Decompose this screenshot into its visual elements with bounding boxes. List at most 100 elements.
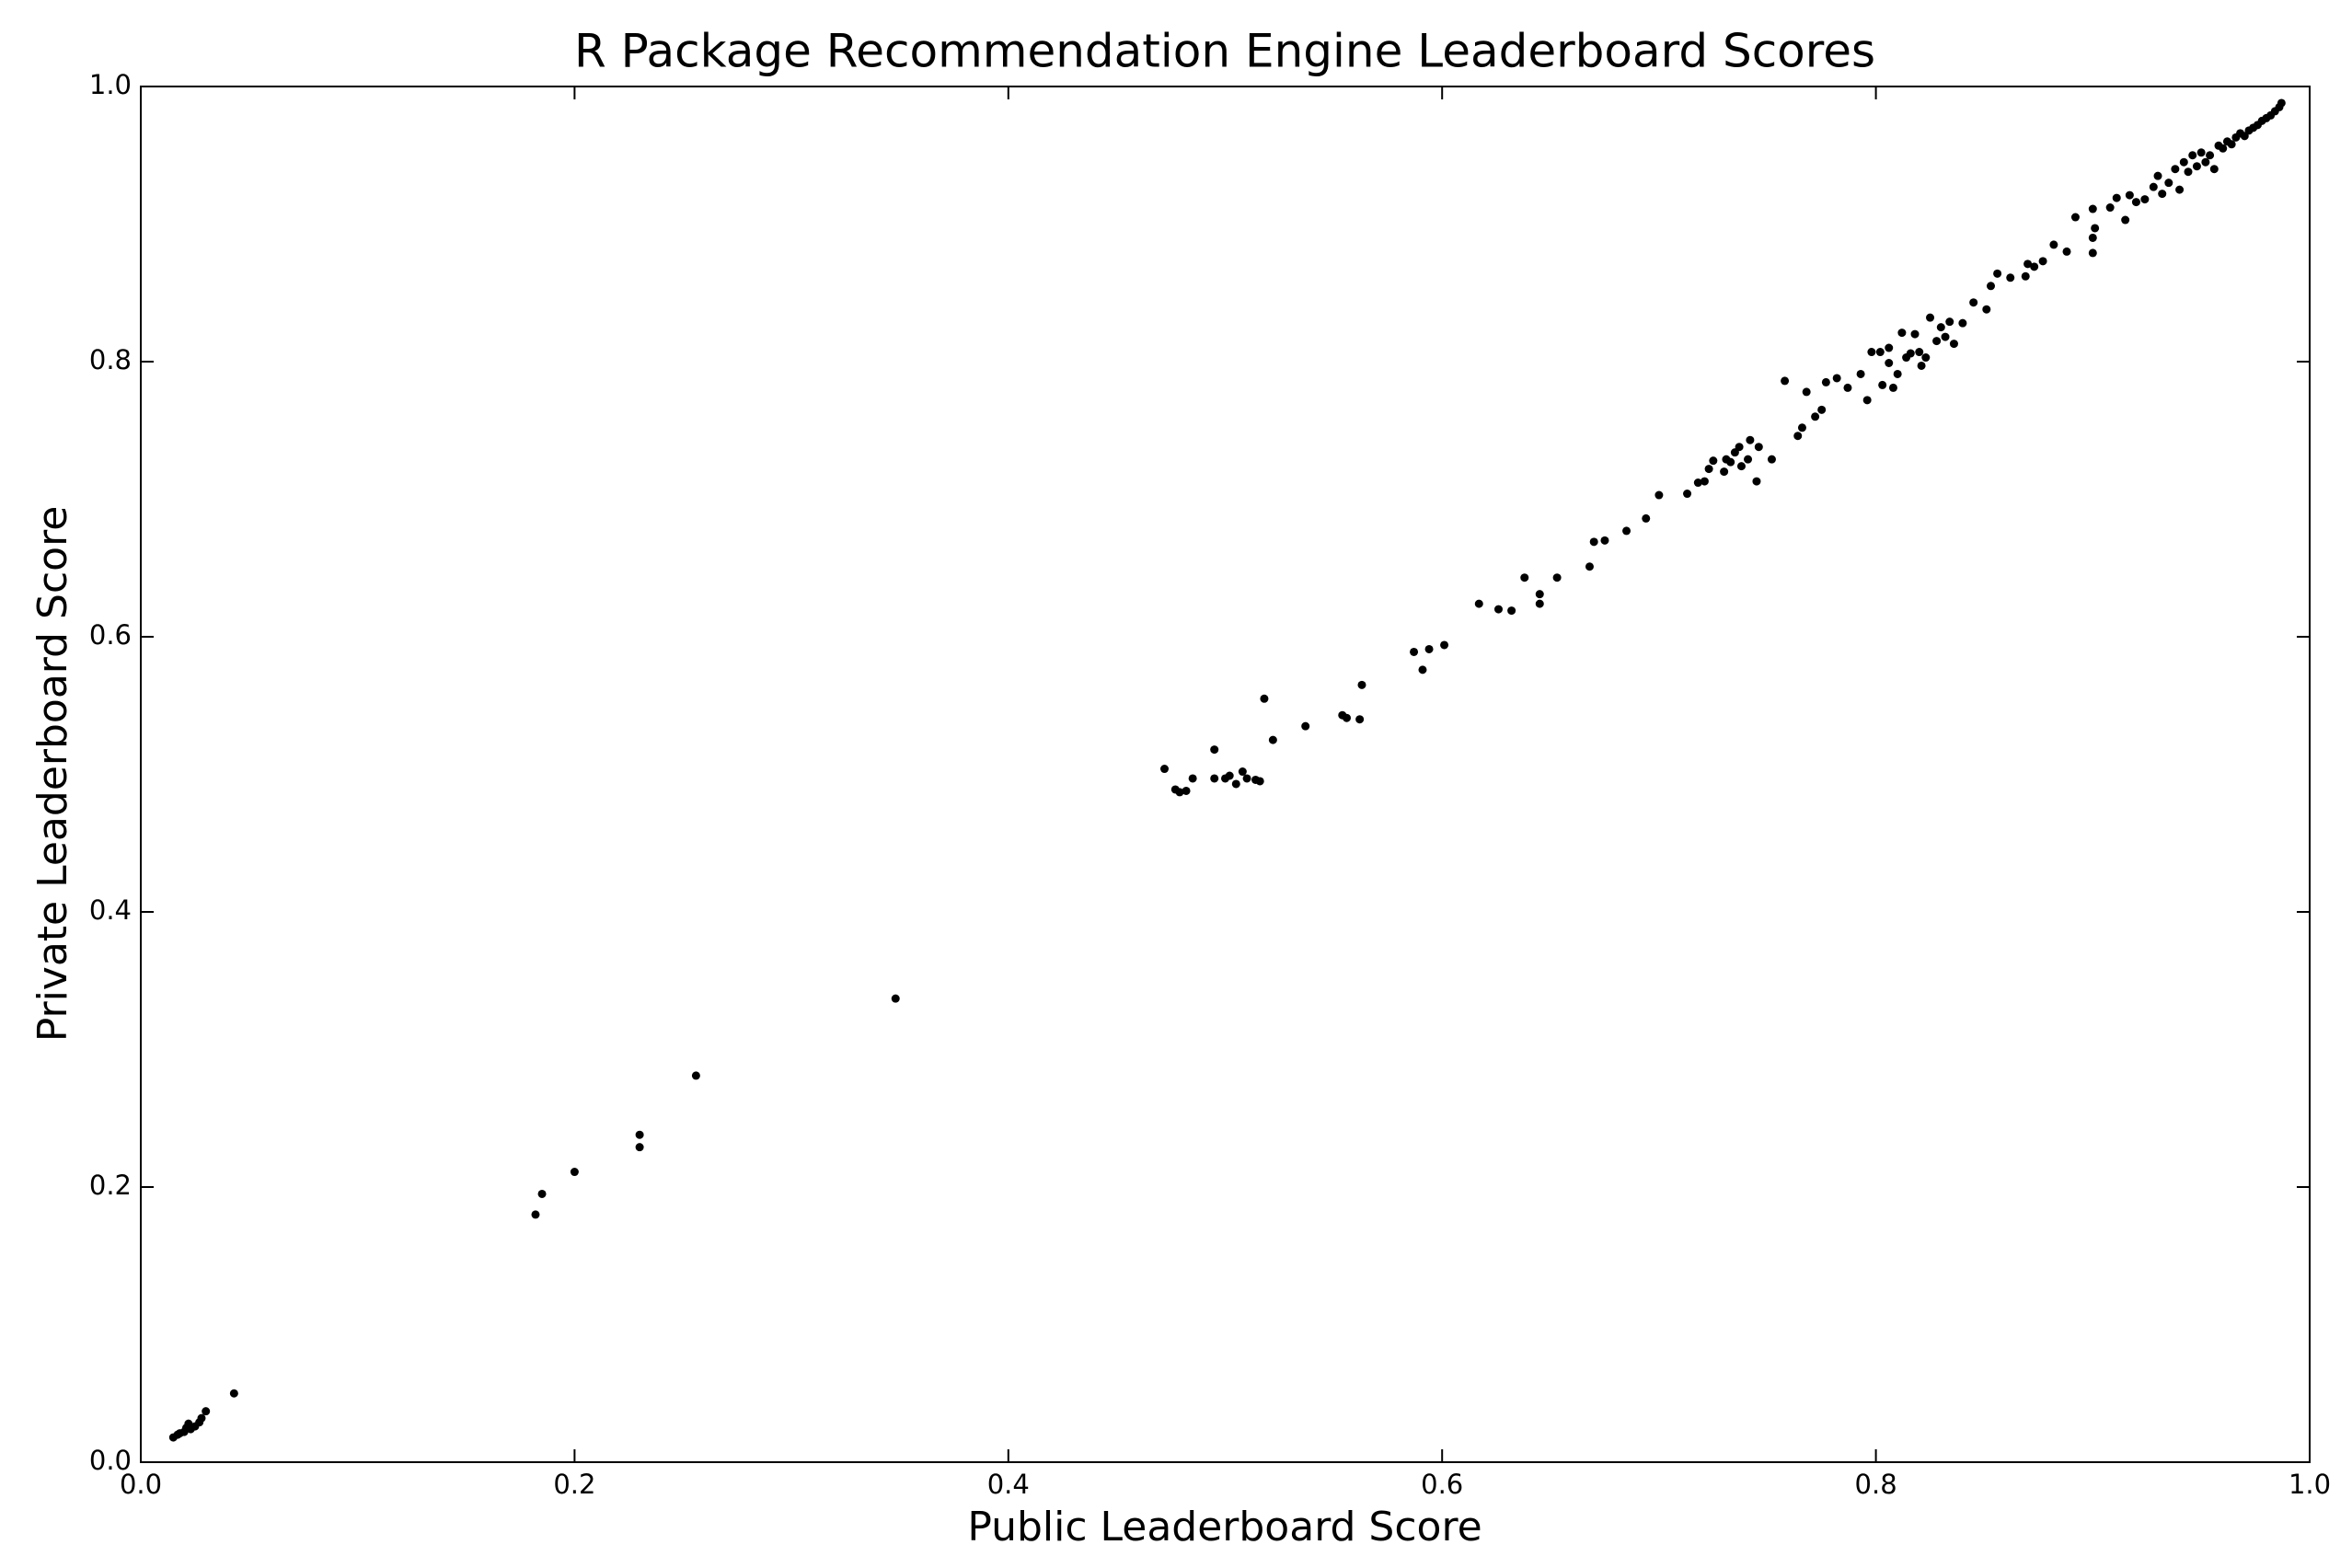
- point: [2062, 247, 2071, 256]
- point: [1817, 405, 1827, 414]
- x-tick-label: 0.2: [553, 1469, 595, 1500]
- x-tick-label: 0.6: [1421, 1469, 1463, 1500]
- point: [1693, 478, 1702, 488]
- y-tick-label: 1.0: [89, 69, 132, 100]
- point: [1210, 774, 1219, 783]
- point: [1735, 443, 1744, 452]
- point: [1535, 599, 1544, 608]
- point: [1268, 735, 1277, 744]
- point: [1622, 526, 1631, 536]
- point: [1255, 777, 1264, 786]
- point: [229, 1389, 238, 1398]
- point: [1781, 376, 1790, 386]
- point: [537, 1189, 547, 1198]
- point: [2049, 240, 2058, 249]
- point: [1410, 647, 1419, 656]
- point: [1700, 477, 1709, 486]
- point: [202, 1407, 211, 1416]
- point: [1357, 680, 1366, 689]
- point: [2088, 233, 2097, 242]
- point: [1910, 329, 1920, 339]
- point: [2121, 215, 2130, 225]
- point: [1720, 467, 1729, 477]
- x-tick-label: 0.4: [987, 1469, 1030, 1500]
- point: [1987, 282, 1996, 291]
- point: [1802, 387, 1811, 397]
- point: [1231, 779, 1240, 789]
- point: [1188, 774, 1197, 783]
- point: [1642, 513, 1651, 523]
- point: [2179, 157, 2188, 167]
- point: [1355, 715, 1365, 724]
- plot-frame: [140, 86, 2311, 1463]
- point: [1767, 455, 1776, 464]
- point: [1945, 317, 1954, 327]
- point: [2153, 171, 2162, 180]
- point: [1856, 369, 1865, 378]
- point: [635, 1143, 644, 1152]
- point: [2192, 162, 2201, 171]
- point: [2171, 165, 2180, 174]
- point: [1589, 537, 1598, 547]
- point: [2131, 198, 2140, 207]
- point: [2125, 190, 2134, 200]
- point: [1821, 377, 1830, 386]
- point: [1811, 412, 1820, 421]
- point: [1182, 786, 1191, 795]
- point: [197, 1413, 206, 1423]
- point: [2196, 148, 2206, 157]
- point: [1242, 774, 1251, 783]
- point: [2188, 151, 2197, 160]
- point: [1893, 369, 1902, 378]
- point: [635, 1130, 644, 1139]
- point: [1260, 694, 1269, 703]
- point: [1520, 573, 1529, 582]
- point: [1754, 443, 1763, 452]
- point: [2184, 167, 2193, 177]
- point: [1793, 432, 1803, 441]
- point: [2091, 224, 2100, 233]
- point: [1885, 358, 1894, 367]
- point: [1926, 313, 1935, 322]
- x-tick-label: 0.8: [1855, 1469, 1897, 1500]
- point: [2112, 193, 2121, 202]
- point: [2088, 204, 2097, 213]
- y-tick-label: 0.0: [89, 1445, 132, 1476]
- point: [891, 994, 900, 1003]
- point: [1982, 305, 1991, 314]
- point: [1654, 490, 1664, 500]
- y-tick-label: 0.2: [89, 1170, 132, 1201]
- point: [2227, 140, 2236, 149]
- point: [1704, 465, 1713, 474]
- point: [1958, 318, 1967, 328]
- point: [1585, 562, 1594, 571]
- point: [1238, 767, 1247, 777]
- y-tick-label: 0.4: [89, 894, 132, 926]
- point: [1746, 435, 1755, 444]
- point: [2201, 157, 2210, 167]
- point: [1936, 323, 1945, 332]
- point: [1709, 456, 1718, 466]
- point: [691, 1071, 700, 1080]
- point: [1878, 380, 1887, 389]
- point: [2209, 165, 2219, 174]
- point: [2023, 259, 2033, 269]
- point: [2070, 213, 2080, 222]
- point: [1906, 349, 1915, 358]
- point: [1424, 644, 1434, 653]
- point: [1915, 348, 1924, 357]
- point: [531, 1210, 540, 1219]
- point: [1917, 361, 1926, 370]
- y-tick-label: 0.8: [89, 344, 132, 375]
- point: [1885, 343, 1894, 352]
- point: [2105, 203, 2115, 213]
- y-tick-label: 0.6: [89, 619, 132, 651]
- point: [1683, 490, 1692, 499]
- point: [1474, 599, 1483, 608]
- x-tick-label: 0.0: [120, 1469, 162, 1500]
- point: [1941, 332, 1950, 341]
- x-axis-label: Public Leaderboard Score: [967, 1504, 1482, 1551]
- point: [1493, 605, 1503, 614]
